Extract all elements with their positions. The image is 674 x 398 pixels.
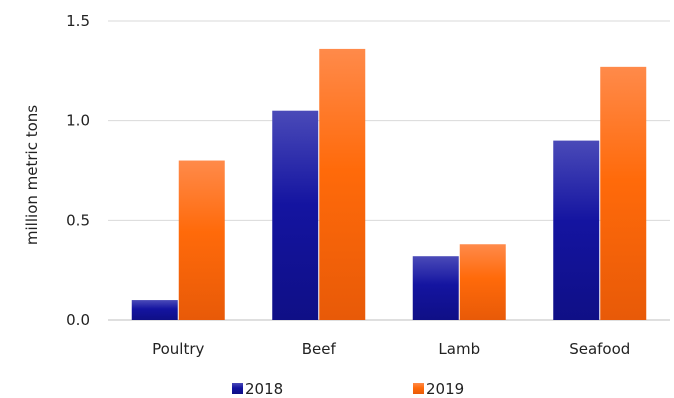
y-axis-title: million metric tons <box>23 105 41 245</box>
bar-beef-2018 <box>272 110 319 320</box>
y-tick-label: 0.0 <box>66 311 90 329</box>
x-tick-label: Poultry <box>152 340 204 358</box>
bar-beef-2019 <box>319 48 366 320</box>
y-tick-label: 1.0 <box>66 112 90 130</box>
x-tick-label: Beef <box>302 340 337 358</box>
axes: million metric tons 0.0 0.5 1.0 1.5 Poultry B… <box>23 12 630 358</box>
bar-poultry-2019 <box>178 160 225 320</box>
legend-swatch-2019 <box>413 383 424 394</box>
bars <box>131 48 647 320</box>
legend-label-2018: 2018 <box>245 380 283 398</box>
bar-lamb-2018 <box>412 256 459 320</box>
bar-poultry-2018 <box>131 300 178 320</box>
legend-label-2019: 2019 <box>426 380 464 398</box>
x-tick-label: Seafood <box>569 340 630 358</box>
bar-seafood-2019 <box>600 66 647 320</box>
y-tick-label: 0.5 <box>66 211 90 229</box>
legend: 2018 2019 <box>232 380 464 398</box>
bar-lamb-2019 <box>459 244 506 320</box>
bar-seafood-2018 <box>553 140 600 320</box>
y-tick-label: 1.5 <box>66 12 90 30</box>
x-tick-label: Lamb <box>438 340 480 358</box>
legend-swatch-2018 <box>232 383 243 394</box>
